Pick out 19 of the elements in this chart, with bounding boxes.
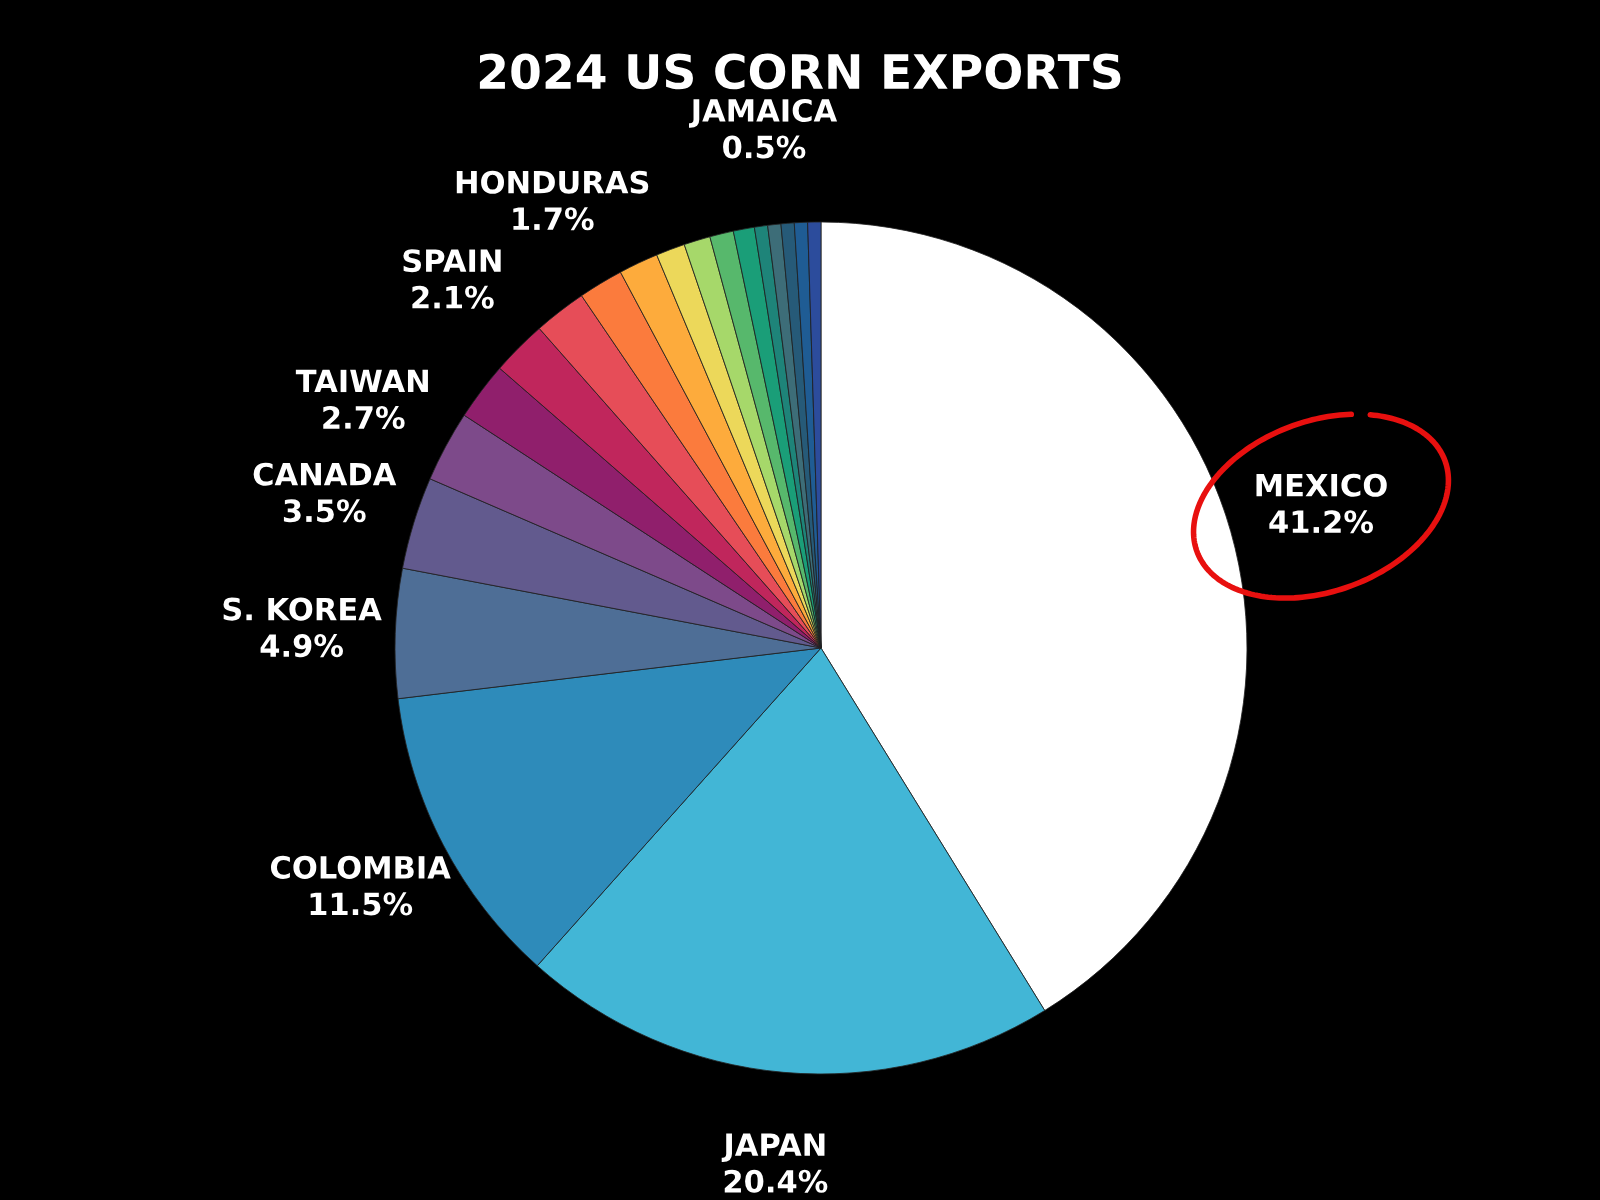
- data-label: 3.5%: [283, 499, 366, 523]
- chart-title: 2024 US CORN EXPORTS: [479, 53, 1121, 90]
- data-label: 2.7%: [323, 405, 405, 430]
- data-label: 0.5%: [723, 135, 806, 159]
- slice-label: TAIWAN: [295, 369, 428, 393]
- slice-label: MEXICO: [1256, 473, 1387, 497]
- data-label: 4.9%: [260, 634, 343, 658]
- slice-label: COLOMBIA: [270, 855, 451, 879]
- slice-label: HONDURAS: [456, 170, 649, 194]
- data-label: 1.7%: [513, 207, 594, 231]
- slice-label: S. KOREA: [223, 597, 382, 621]
- data-label: 11.5%: [310, 892, 413, 916]
- slice-label: SPAIN: [403, 249, 501, 273]
- data-label: 2.1%: [412, 285, 494, 309]
- slice-label: CANADA: [253, 462, 397, 486]
- data-label: 20.4%: [724, 1169, 828, 1193]
- data-label: 41.2%: [1269, 510, 1374, 534]
- slice-label: JAPAN: [721, 1133, 825, 1162]
- slice-label: JAMAICA: [689, 98, 838, 128]
